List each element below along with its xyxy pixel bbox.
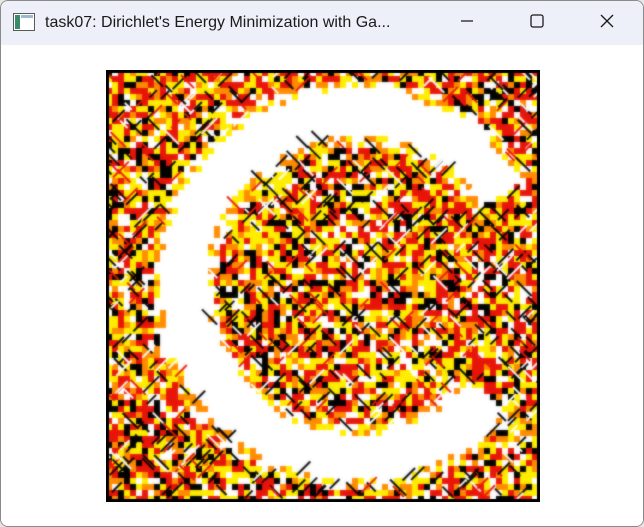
- app-window-icon: [13, 13, 35, 31]
- minimize-icon: [461, 14, 473, 32]
- maximize-button[interactable]: [502, 1, 572, 45]
- maximize-icon: [530, 13, 544, 33]
- close-button[interactable]: [572, 1, 642, 45]
- render-viewport[interactable]: [106, 70, 540, 502]
- minimize-button[interactable]: [432, 1, 502, 45]
- close-icon: [600, 14, 614, 33]
- noise-texture-canvas[interactable]: [106, 70, 540, 502]
- window-title: task07: Dirichlet's Energy Minimization …: [45, 14, 391, 31]
- title-bar[interactable]: task07: Dirichlet's Energy Minimization …: [1, 1, 643, 45]
- client-area: [1, 45, 643, 526]
